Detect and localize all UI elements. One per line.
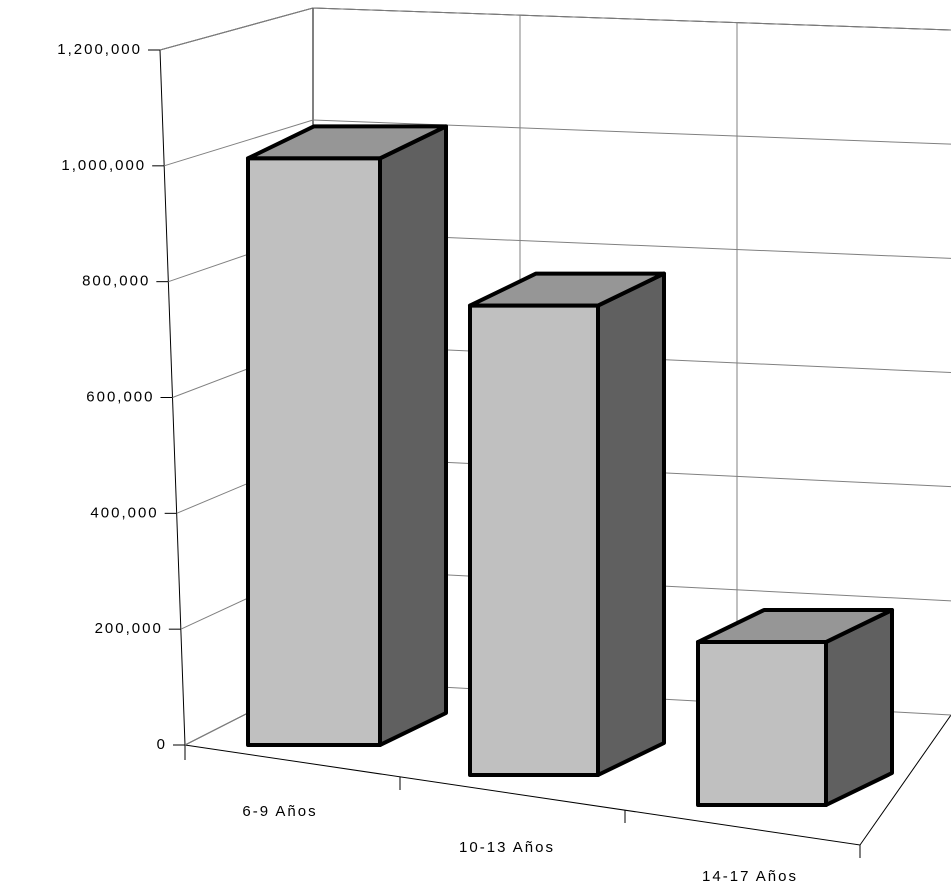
x-tick-label: 10-13 Años [459, 839, 555, 856]
grid-line [164, 119, 314, 167]
x-tick-label: 6-9 Años [242, 803, 317, 820]
grid-line [312, 119, 951, 145]
bar [246, 156, 382, 747]
grid-line [159, 7, 314, 51]
bar [696, 640, 828, 808]
y-tick-label: 1,000,000 [61, 157, 146, 174]
y-tick-label: 0 [157, 736, 167, 753]
y-tick-label: 600,000 [86, 388, 154, 405]
grid-line [312, 7, 951, 31]
bar-side [378, 124, 448, 747]
bar-side [596, 271, 666, 777]
y-tick-label: 400,000 [90, 504, 158, 521]
y-tick-label: 1,200,000 [57, 41, 142, 58]
bar [468, 303, 600, 777]
x-tick-label: 14-17 Años [702, 868, 798, 885]
y-tick-label: 800,000 [82, 273, 150, 290]
y-tick-label: 200,000 [95, 620, 163, 637]
